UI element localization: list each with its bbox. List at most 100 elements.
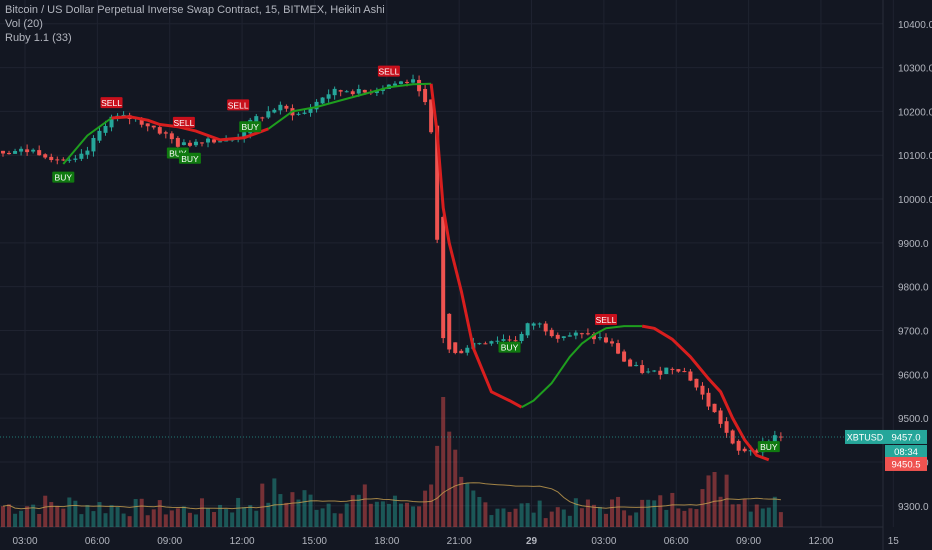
price-axis-label: 10400.0 [898, 20, 932, 31]
candle-body [513, 340, 518, 342]
candle-body [260, 117, 265, 119]
price-axis-label: 9800.0 [898, 283, 929, 294]
volume-bar [489, 515, 494, 527]
candle-body [320, 97, 325, 104]
candle-body [501, 339, 506, 341]
candle-body [646, 371, 651, 373]
volume-bar [537, 500, 542, 527]
volume-bar [549, 511, 554, 527]
signal-text: SELL [228, 100, 249, 110]
volume-bar [151, 509, 156, 527]
volume-bar [670, 492, 675, 527]
volume-bar [646, 499, 651, 527]
candle-body [338, 90, 343, 92]
volume-bar [302, 490, 307, 527]
candle-body [700, 385, 705, 395]
volume-bar [13, 513, 18, 527]
time-axis-label: 12:00 [230, 536, 255, 547]
candle-body [374, 90, 379, 94]
candle-body [212, 139, 217, 143]
volume-bar [19, 510, 24, 527]
candle-body [405, 81, 410, 83]
volume-bar [79, 514, 84, 527]
time-axis-label: 03:00 [12, 536, 37, 547]
volume-bar [175, 508, 180, 527]
candle-body [278, 104, 283, 111]
volume-bar [386, 503, 391, 527]
signal-text: BUY [181, 154, 199, 164]
volume-bar [465, 483, 470, 527]
volume-bar [441, 397, 446, 527]
volume-bar [224, 509, 229, 527]
volume-bar [573, 498, 578, 527]
candle-body [670, 368, 675, 370]
volume-bar [25, 506, 30, 527]
signal-text: BUY [760, 442, 778, 452]
candle-body [531, 323, 536, 326]
candle-body [296, 113, 301, 115]
volume-bar [43, 495, 48, 527]
volume-indicator-label[interactable]: Vol (20) [5, 18, 43, 30]
volume-bar [356, 494, 361, 527]
volume-bar [513, 508, 518, 527]
volume-bar [483, 502, 488, 527]
volume-bar [266, 502, 271, 527]
volume-bar [296, 499, 301, 527]
candle-body [356, 89, 361, 94]
volume-bar [694, 509, 699, 527]
volume-bar [453, 449, 458, 527]
candle-body [266, 111, 271, 118]
candle-body [748, 450, 753, 452]
time-axis-label: 03:00 [591, 536, 616, 547]
time-axis-label: 29 [526, 536, 538, 547]
ruby-indicator-label[interactable]: Ruby 1.1 (33) [5, 32, 72, 44]
candle-body [398, 81, 403, 84]
volume-bar [242, 507, 247, 527]
candle-body [507, 339, 512, 341]
volume-bar [676, 508, 681, 527]
volume-bar [326, 503, 331, 527]
candle-body [429, 99, 434, 133]
volume-bar [718, 496, 723, 527]
volume-bar [748, 511, 753, 527]
candle-body [543, 323, 548, 332]
volume-bar [628, 515, 633, 527]
candle-body [754, 450, 759, 453]
candle-body [718, 410, 723, 424]
candle-body [519, 333, 524, 342]
time-axis-label: 15 [888, 536, 900, 547]
candle-body [332, 88, 337, 96]
volume-ma-line [2, 482, 781, 510]
volume-bar [218, 504, 223, 527]
volume-bar [543, 518, 548, 527]
volume-bar [700, 489, 705, 527]
candle-body [616, 343, 621, 354]
volume-bar [398, 503, 403, 527]
volume-bar [766, 507, 771, 527]
volume-bar [1, 506, 5, 527]
volume-bar [206, 508, 211, 527]
volume-bar [477, 496, 482, 527]
ruby-trend-line [521, 325, 643, 409]
volume-bar [658, 495, 663, 527]
candle-body [73, 158, 78, 160]
volume-bar [435, 445, 440, 527]
volume-bar [447, 431, 452, 527]
volume-bar [278, 494, 283, 527]
candle-body [314, 101, 319, 110]
candle-body [97, 130, 102, 141]
candle-body [181, 142, 186, 146]
candle-body [37, 150, 42, 156]
volume-bar [199, 498, 204, 527]
volume-bar [109, 505, 114, 527]
volume-bar [350, 495, 355, 527]
volume-bar [555, 507, 560, 527]
price-axis-label: 10100.0 [898, 151, 932, 162]
candle-body [724, 421, 729, 433]
candle-body [175, 137, 180, 147]
candle-body [103, 125, 108, 133]
candle-body [157, 127, 162, 134]
candle-body [604, 337, 608, 343]
